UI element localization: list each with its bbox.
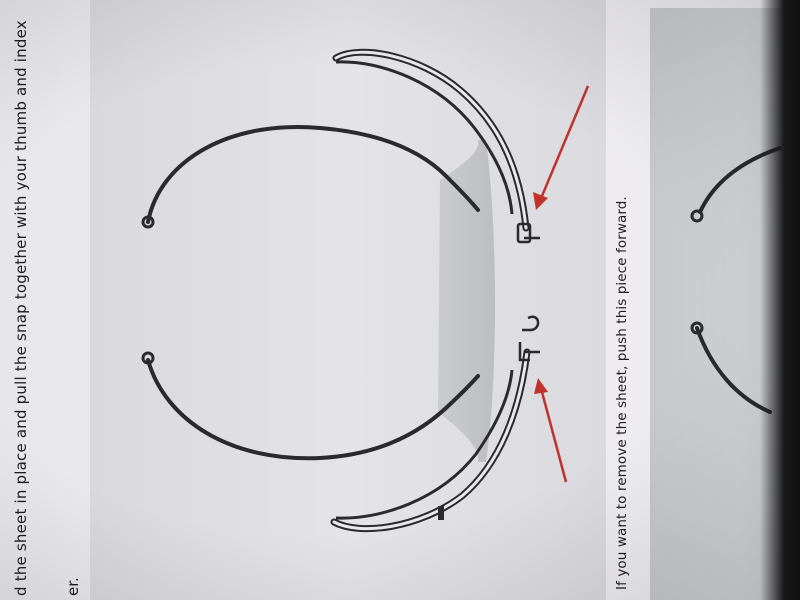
red-arrow-top xyxy=(533,85,590,210)
frame-tab xyxy=(438,506,444,520)
snap-clip-top xyxy=(516,222,540,244)
figure-image-panel xyxy=(90,0,606,600)
monitor-bezel xyxy=(760,0,800,600)
red-arrow-bottom xyxy=(534,378,568,483)
front-frame-bottom xyxy=(330,348,531,533)
headband-end-knob xyxy=(141,351,155,365)
front-frame-top xyxy=(332,48,530,232)
snap-clip-bottom xyxy=(518,315,540,362)
headband-end-knob xyxy=(141,215,155,229)
headband xyxy=(146,125,480,224)
shield-sheet xyxy=(438,140,495,462)
